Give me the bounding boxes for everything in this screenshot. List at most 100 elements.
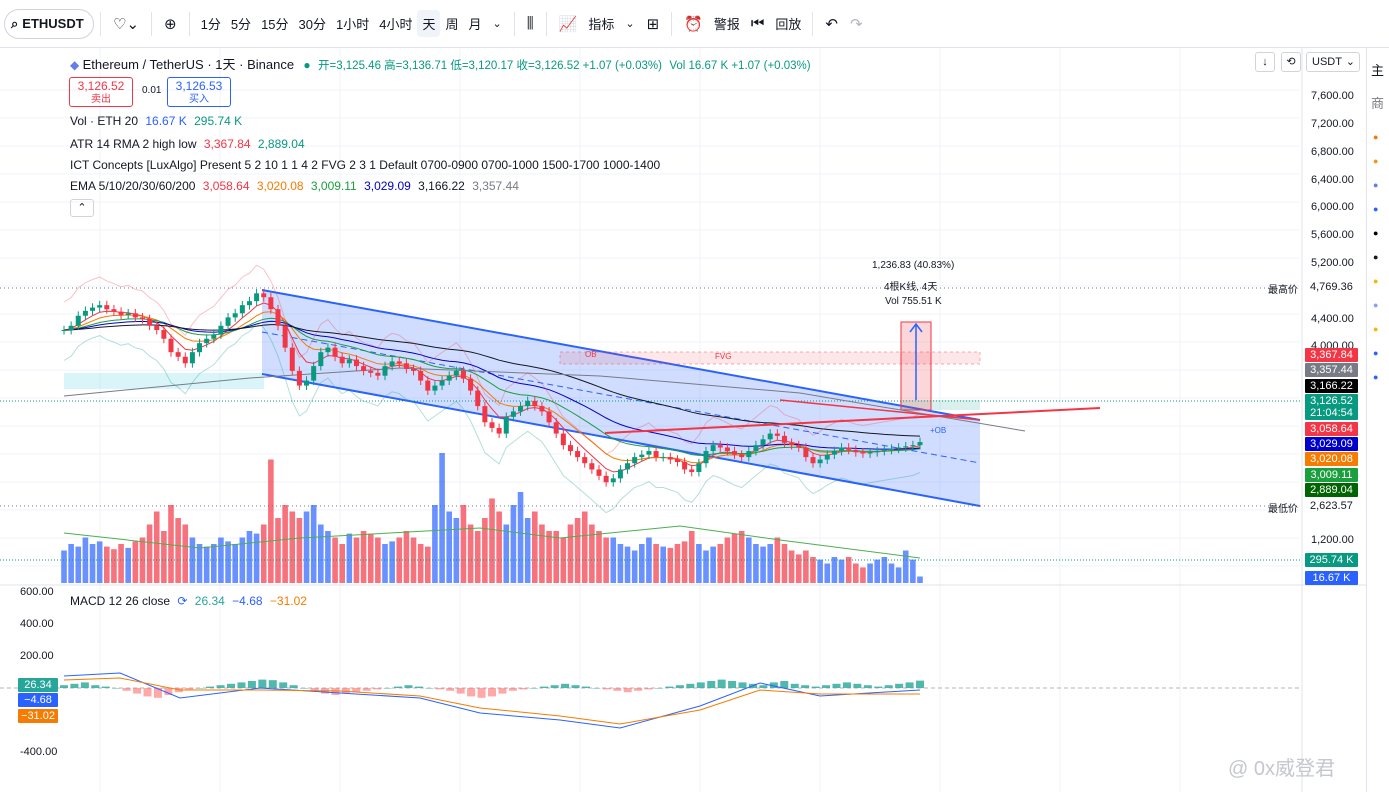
volume-bar	[389, 541, 395, 583]
alarm-icon[interactable]: ⏰	[684, 15, 703, 33]
interval-button[interactable]: 15分	[261, 17, 289, 32]
undo-icon[interactable]: ↶	[825, 15, 838, 33]
sidebar-tab-shop[interactable]: 商	[1371, 96, 1385, 111]
macd-histogram-bar	[842, 682, 851, 688]
watchlist-icon[interactable]: ●	[1373, 204, 1379, 214]
macd-histogram-bar	[769, 682, 778, 688]
interval-button[interactable]: 5分	[230, 17, 252, 32]
volume-bar	[360, 531, 367, 583]
macd-histogram-bar	[895, 683, 904, 688]
volume-bar	[817, 559, 823, 583]
interval-button[interactable]: 月	[468, 17, 482, 32]
watchlist-icon[interactable]: ●	[1373, 132, 1379, 142]
macd-histogram-bar	[394, 686, 403, 688]
compare-icon[interactable]: ♡⌄	[113, 15, 140, 33]
buy-button[interactable]: 3,126.53 买入	[167, 77, 231, 107]
macd-histogram-bar	[60, 685, 68, 688]
lowest-value: 2,623.57	[1310, 500, 1353, 512]
candle-body	[353, 359, 359, 367]
candle-body	[311, 366, 317, 381]
volume-bar	[853, 563, 859, 583]
macd-histogram-bar	[227, 683, 236, 688]
interval-button[interactable]: 1分	[200, 17, 221, 32]
watchlist-icon[interactable]: ●	[1373, 228, 1379, 238]
interval-button[interactable]: 1小时	[336, 17, 370, 32]
symbol-header: ◆ Ethereum / TetherUS · 1天 · Binance ● 开…	[70, 54, 811, 73]
watchlist-icon[interactable]: ●	[1373, 300, 1379, 310]
candle-body	[282, 325, 288, 348]
candle-body	[147, 319, 153, 326]
scroll-down-button[interactable]: ↓	[1255, 52, 1275, 72]
candle-body	[546, 411, 552, 423]
volume-bar	[310, 505, 317, 583]
interval-button[interactable]: 4小时	[379, 17, 413, 32]
candle-body	[910, 445, 916, 447]
candle-body	[361, 366, 367, 371]
macd-axis-tag: 26.34	[18, 678, 58, 692]
macd-histogram-bar	[206, 686, 215, 688]
collapse-legend-button[interactable]: ⌃	[70, 199, 94, 217]
macd-histogram-bar	[352, 688, 361, 693]
watchlist-icon[interactable]: ●	[1373, 348, 1379, 358]
layout-grid-icon[interactable]: ⊞	[646, 15, 660, 33]
interval-button[interactable]: 30分	[298, 17, 326, 32]
indicators-icon[interactable]: 📈	[558, 15, 578, 33]
countdown-tag: 21:04:54	[1305, 406, 1358, 420]
liquidity-zone	[64, 373, 264, 389]
candle-body	[139, 317, 145, 320]
currency-label: USDT	[1312, 56, 1342, 68]
alerts-button[interactable]: 警报	[713, 17, 740, 32]
macd-histogram-bar	[331, 688, 340, 695]
ema-legend-label: EMA 5/10/20/30/60/200	[70, 179, 196, 193]
watchlist-icon[interactable]: ●	[1373, 372, 1379, 382]
watchlist-icon[interactable]: ●	[1373, 252, 1379, 262]
currency-selector[interactable]: USDT ⌄	[1306, 52, 1360, 72]
volume-legend-value: 16.67 K	[145, 114, 187, 128]
replay-button[interactable]: 回放	[775, 17, 802, 32]
watchlist-icon[interactable]: ●	[1373, 276, 1379, 286]
volume-bar	[731, 533, 738, 583]
macd-tick-label: 600.00	[20, 586, 54, 598]
volume-bar	[660, 546, 666, 583]
volume-bar	[867, 563, 873, 583]
chevron-down-icon[interactable]: ⌄	[492, 18, 502, 30]
macd-histogram-bar	[581, 686, 590, 688]
interval-button[interactable]: 天	[417, 10, 441, 37]
candle-body	[225, 317, 231, 326]
sell-price: 3,126.52	[77, 79, 125, 93]
watchlist-icon[interactable]: ●	[1373, 156, 1379, 166]
symbol-search[interactable]: ⌕ ETHUSDT	[4, 8, 94, 39]
watchlist-icon[interactable]: ●	[1373, 324, 1379, 334]
volume-legend: Vol · ETH 20 16.67 K 295.74 K	[70, 114, 242, 128]
chevron-down-icon[interactable]: ⌄	[625, 18, 635, 30]
price-axis-tag: 3,166.22	[1305, 379, 1358, 393]
indicators-button[interactable]: 指标	[588, 17, 615, 32]
candle-body	[389, 361, 395, 367]
volume-bar	[803, 550, 809, 583]
candle-body	[789, 442, 795, 446]
chart-area[interactable]: ◆ Ethereum / TetherUS · 1天 · Binance ● 开…	[0, 48, 1366, 792]
candle-body	[646, 451, 652, 455]
add-symbol-icon[interactable]: ⊕	[164, 15, 177, 33]
rewind-icon[interactable]: ⏮	[750, 15, 765, 32]
candle-style-icon[interactable]: ⫼	[526, 15, 534, 32]
volume-bar	[132, 541, 139, 583]
macd-histogram-bar	[247, 681, 256, 688]
macd-histogram-bar	[143, 688, 152, 697]
watchlist-icon[interactable]: ●	[1373, 180, 1379, 190]
redo-icon[interactable]: ↷	[849, 15, 863, 33]
macd-histogram-bar	[540, 686, 549, 688]
sidebar-tab-main[interactable]: 主	[1371, 63, 1385, 78]
candle-body	[846, 447, 852, 450]
macd-histogram-bar	[216, 685, 225, 688]
candle-body	[90, 307, 96, 311]
reset-scale-button[interactable]: ⟲	[1281, 52, 1301, 72]
volume-bar	[118, 544, 124, 583]
chart-canvas[interactable]	[0, 48, 1366, 792]
lowest-label: 最低价	[1268, 504, 1298, 515]
sell-button[interactable]: 3,126.52 卖出	[69, 77, 133, 107]
interval-button[interactable]: 周	[445, 17, 459, 32]
candle-body	[489, 422, 495, 428]
candle-body	[468, 378, 474, 391]
macd-histogram-bar	[696, 682, 705, 688]
